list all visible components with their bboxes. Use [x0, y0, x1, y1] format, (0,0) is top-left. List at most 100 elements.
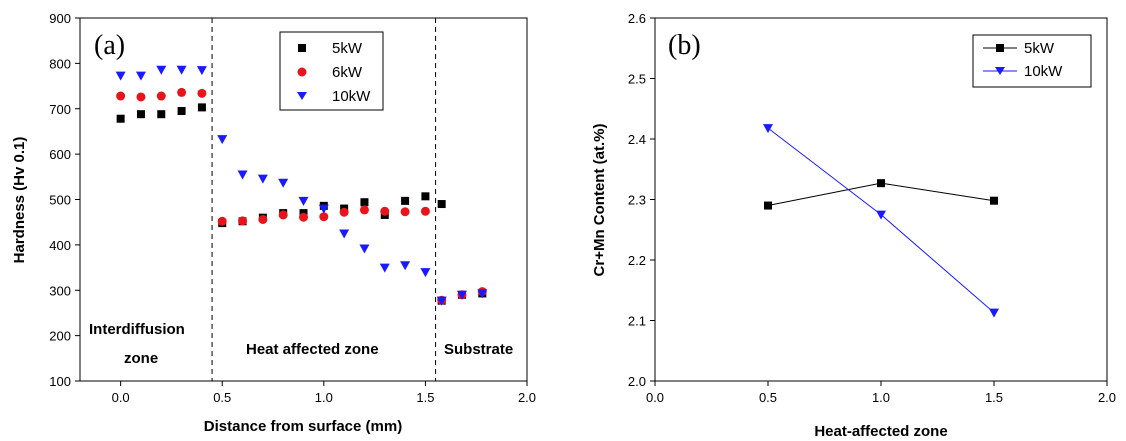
chart-a-ytick-label: 700	[49, 102, 71, 117]
point-a-6kw	[278, 210, 288, 220]
point-a-10kw	[217, 135, 228, 145]
zone-label-heat-affected: Heat affected zone	[246, 341, 379, 358]
point-a-10kw	[278, 178, 289, 188]
chart-b-lines	[767, 127, 995, 314]
chart-a-xtick-label: 1.0	[315, 390, 333, 405]
legend-a-10kw-label: 10kW	[332, 88, 371, 105]
chart-a-ytick-label: 900	[49, 11, 71, 26]
point-a-6kw	[258, 214, 268, 224]
point-a-5kw	[157, 110, 166, 119]
legend-a-6kw-marker	[297, 67, 307, 77]
chart-b-legend: 5kW 10kW	[972, 34, 1092, 88]
point-a-6kw	[116, 91, 126, 101]
point-a-6kw	[339, 207, 349, 217]
point-a-10kw	[477, 289, 488, 299]
point-a-10kw	[420, 268, 431, 278]
point-a-10kw	[359, 244, 370, 254]
chart-b: 0.0 0.5 1.0 1.5 2.0 2.0 2.1 2.2 2.3 2.4 2.5 2.6 (b…	[591, 11, 1116, 440]
chart-b-xtick-label: 1.0	[872, 390, 890, 405]
chart-a-points	[115, 65, 488, 306]
point-a-10kw	[196, 66, 207, 76]
point-a-5kw	[116, 114, 125, 123]
legend-a-5kw-marker	[298, 44, 306, 52]
chart-a-zone-lines	[211, 18, 437, 381]
chart-a-ytick-label: 800	[49, 56, 71, 71]
chart-a-ytick-label: 400	[49, 238, 71, 253]
legend-a-10kw-marker	[297, 92, 307, 100]
point-a-10kw	[339, 229, 350, 239]
chart-b-points	[763, 124, 999, 318]
chart-a-xticks: 0.0 0.5 1.0 1.5 2.0	[112, 381, 536, 405]
chart-b-yticks: 2.0 2.1 2.2 2.3 2.4 2.5 2.6	[628, 11, 655, 389]
chart-a-xtick-label: 1.5	[416, 390, 434, 405]
chart-b-ytick-label: 2.2	[628, 253, 646, 268]
chart-a-ytick-label: 500	[49, 193, 71, 208]
line-b-10kw	[767, 127, 995, 314]
point-b-10kw	[989, 308, 999, 318]
chart-a-xlabel: Distance from surface (mm)	[204, 418, 402, 435]
chart-b-ytick-label: 2.6	[628, 11, 646, 26]
point-a-6kw	[238, 216, 248, 226]
point-a-10kw	[298, 196, 309, 206]
point-a-5kw	[401, 196, 410, 205]
chart-b-ytick-label: 2.1	[628, 314, 646, 329]
point-a-6kw	[420, 206, 430, 216]
point-a-6kw	[400, 207, 410, 217]
chart-b-xticks: 0.0 0.5 1.0 1.5 2.0	[646, 381, 1116, 405]
legend-b-5kw-label: 5kW	[1024, 40, 1055, 57]
point-a-5kw	[197, 103, 206, 112]
point-a-10kw	[400, 261, 411, 271]
chart-a-xtick-label: 0.5	[213, 390, 231, 405]
point-a-5kw	[360, 198, 369, 207]
point-a-10kw	[456, 290, 467, 300]
chart-b-ytick-label: 2.4	[628, 132, 646, 147]
point-a-10kw	[436, 296, 447, 306]
point-a-10kw	[257, 174, 268, 184]
chart-b-xtick-label: 1.5	[985, 390, 1003, 405]
point-a-6kw	[359, 205, 369, 215]
legend-a-5kw-label: 5kW	[332, 40, 363, 57]
chart-b-ytick-label: 2.3	[628, 193, 646, 208]
point-a-5kw	[177, 107, 186, 116]
point-a-10kw	[237, 170, 248, 180]
legend-b-10kw-marker	[995, 67, 1005, 75]
chart-a-ytick-label: 600	[49, 147, 71, 162]
chart-a-ytick-label: 200	[49, 329, 71, 344]
legend-b-5kw-marker	[996, 44, 1004, 52]
zone-label-substrate: Substrate	[444, 341, 513, 358]
point-a-6kw	[197, 88, 207, 98]
zone-label-interdiffusion-line2: zone	[124, 350, 158, 367]
point-a-10kw	[135, 71, 146, 81]
chart-a-panel-label: (a)	[94, 30, 125, 61]
chart-a-xtick-label: 2.0	[518, 390, 536, 405]
point-a-10kw	[156, 65, 167, 75]
point-b-10kw	[876, 210, 886, 220]
point-a-5kw	[136, 110, 145, 119]
chart-a-xtick-label: 0.0	[112, 390, 130, 405]
point-a-5kw	[421, 192, 430, 201]
point-a-10kw	[115, 71, 126, 81]
legend-b-10kw-label: 10kW	[1024, 63, 1063, 80]
point-a-10kw	[176, 65, 187, 75]
chart-b-ytick-label: 2.5	[628, 72, 646, 87]
point-a-10kw	[379, 263, 390, 273]
point-a-6kw	[299, 212, 308, 222]
chart-b-ylabel: Cr+Mn Content (at.%)	[591, 124, 608, 277]
chart-b-ytick-label: 2.0	[628, 374, 646, 389]
point-b-5kw	[990, 196, 998, 205]
chart-a-ytick-label: 300	[49, 283, 71, 298]
chart-b-xtick-label: 0.5	[759, 390, 777, 405]
point-a-6kw	[319, 212, 329, 222]
chart-b-panel-label: (b)	[668, 30, 701, 61]
point-b-10kw	[763, 124, 773, 134]
zone-label-interdiffusion-line1: Interdiffusion	[89, 321, 185, 338]
chart-a-legend: 5kW 6kW 10kW	[279, 31, 384, 111]
chart-a-legend-box	[279, 31, 384, 111]
point-a-6kw	[217, 216, 227, 226]
legend-a-6kw-label: 6kW	[332, 64, 363, 81]
chart-b-xtick-label: 0.0	[646, 390, 664, 405]
chart-a-ylabel: Hardness (Hv 0.1)	[11, 137, 28, 264]
chart-b-xlabel: Heat-affected zone	[814, 423, 947, 440]
point-a-6kw	[156, 91, 166, 101]
point-b-5kw	[764, 201, 772, 210]
